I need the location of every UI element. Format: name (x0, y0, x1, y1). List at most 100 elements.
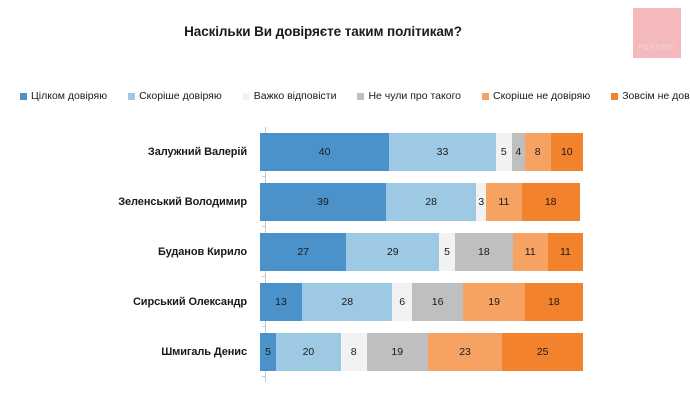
plot-area: Залужний Валерій 40 33 5 4 8 10 Зеленський Воло… (0, 127, 690, 387)
bar-segment[interactable]: 25 (502, 333, 583, 371)
legend-item[interactable]: Скоріше довіряю (128, 90, 222, 102)
category-label: Зеленський Володимир (118, 196, 247, 208)
bar-value-label: 8 (350, 346, 357, 358)
bar-segment[interactable]: 27 (260, 233, 347, 271)
category-label: Залужний Валерій (147, 146, 247, 158)
bar-value-label: 3 (478, 196, 485, 208)
legend-swatch-icon (242, 92, 250, 100)
bar-value-label: 23 (459, 346, 471, 358)
bar-row: Залужний Валерій 40 33 5 4 8 10 (0, 127, 690, 177)
category-label: Шмигаль Денис (161, 346, 247, 358)
bar-row: Шмигаль Денис 5 20 8 19 23 25 (0, 327, 690, 377)
bar-segment[interactable]: 10 (550, 133, 583, 171)
bar-segment[interactable]: 4 (511, 133, 525, 171)
axis-tick (262, 176, 266, 177)
bar-segment[interactable]: 39 (260, 183, 386, 221)
bar-value-label: 27 (297, 246, 310, 258)
bar-value-label: 40 (318, 146, 331, 158)
legend-swatch-icon (128, 92, 136, 100)
bar-value-label: 5 (500, 146, 507, 158)
bar-value-label: 5 (444, 246, 451, 258)
bar-segment[interactable]: 28 (385, 183, 477, 221)
bar-value-label: 28 (341, 296, 354, 308)
bar-segment[interactable]: 6 (392, 283, 412, 321)
legend-swatch-icon (482, 92, 490, 100)
legend-swatch-icon (357, 92, 365, 100)
bar-segment[interactable]: 8 (340, 333, 367, 371)
axis-tick (262, 226, 266, 227)
bar-value-label: 28 (425, 196, 438, 208)
bar-value-label: 10 (560, 146, 573, 158)
bar-value-label: 11 (524, 246, 536, 258)
bar-segment[interactable]: 13 (260, 283, 302, 321)
legend-swatch-icon (20, 92, 27, 100)
legend-label: Зовсім не довіряю (622, 90, 690, 102)
axis-tick (262, 376, 266, 377)
bar-value-label: 8 (534, 146, 541, 158)
bar-segment[interactable]: 29 (346, 233, 440, 271)
legend-label: Цілком довіряю (31, 90, 108, 102)
rating-logo: РЕЙТИНГ (633, 8, 681, 58)
category-label: Сирський Олександр (132, 296, 247, 308)
legend-item[interactable]: Цілком довіряю (20, 90, 107, 102)
bar-segment[interactable]: 33 (389, 133, 496, 171)
bar-value-label: 19 (391, 346, 404, 358)
bar-value-label: 16 (431, 296, 444, 308)
axis-tick (262, 326, 266, 327)
bar-segment[interactable]: 8 (524, 133, 551, 171)
bar-segment[interactable]: 20 (276, 333, 341, 371)
bar-segment[interactable]: 18 (455, 233, 513, 271)
bar-value-label: 25 (536, 346, 549, 358)
bar-segment[interactable]: 11 (486, 183, 522, 221)
bar-value-label: 6 (399, 296, 406, 308)
bar-value-label: 39 (317, 196, 329, 208)
legend-swatch-icon (611, 92, 619, 100)
bar-value-label: 18 (544, 196, 557, 208)
bar-segment[interactable]: 11 (547, 233, 583, 271)
bar-segment[interactable]: 5 (495, 133, 512, 171)
stacked-bar: 40 33 5 4 8 10 (260, 133, 583, 171)
legend-item[interactable]: Не чули про такого (357, 90, 461, 102)
bar-value-label: 29 (386, 246, 399, 258)
bar-value-label: 18 (478, 246, 490, 258)
bar-rows: Залужний Валерій 40 33 5 4 8 10 Зеленський Воло… (0, 127, 690, 377)
bar-value-label: 20 (302, 346, 315, 358)
legend-item[interactable]: Скоріше не довіряю (482, 90, 590, 102)
legend-item[interactable]: Важко відповісти (242, 90, 337, 102)
bar-value-label: 5 (265, 346, 271, 358)
logo-text: РЕЙТИНГ (638, 44, 676, 51)
bar-segment[interactable]: 18 (524, 283, 583, 321)
stacked-bar: 5 20 8 19 23 25 (260, 333, 583, 371)
bar-row: Буданов Кирило 27 29 5 18 11 11 (0, 227, 690, 277)
bar-segment[interactable]: 3 (476, 183, 487, 221)
bar-value-label: 18 (548, 296, 560, 308)
legend-label: Скоріше не довіряю (493, 90, 591, 102)
bar-segment[interactable]: 19 (463, 283, 525, 321)
legend-label: Не чули про такого (368, 90, 462, 102)
bar-segment[interactable]: 11 (512, 233, 548, 271)
category-label: Буданов Кирило (157, 246, 247, 258)
bar-value-label: 4 (515, 146, 522, 158)
bar-segment[interactable]: 5 (260, 333, 277, 371)
bar-row: Сирський Олександр 13 28 6 16 19 18 (0, 277, 690, 327)
bar-value-label: 11 (559, 246, 571, 258)
bar-value-label: 19 (488, 296, 500, 308)
bar-segment[interactable]: 16 (411, 283, 464, 321)
bar-segment[interactable]: 19 (366, 333, 428, 371)
legend-label: Важко відповісти (253, 90, 337, 102)
bar-segment[interactable]: 40 (260, 133, 390, 171)
chart-legend: Цілком довіряю Скоріше довіряю Важко відпо… (20, 90, 690, 102)
bar-segment[interactable]: 23 (427, 333, 503, 371)
legend-label: Скоріше довіряю (139, 90, 222, 102)
bar-segment[interactable]: 28 (301, 283, 393, 321)
bar-segment[interactable]: 18 (521, 183, 580, 221)
bar-row: Зеленський Володимир 39 28 3 11 18 (0, 177, 690, 227)
stacked-bar: 27 29 5 18 11 11 (260, 233, 583, 271)
bar-value-label: 33 (436, 146, 449, 158)
bar-segment[interactable]: 5 (439, 233, 456, 271)
legend-item[interactable]: Зовсім не довіряю (611, 90, 690, 102)
stacked-bar: 39 28 3 11 18 (260, 183, 583, 221)
chart-title: Наскільки Ви довіряєте таким політикам? (184, 24, 462, 39)
bar-value-label: 11 (498, 196, 510, 208)
